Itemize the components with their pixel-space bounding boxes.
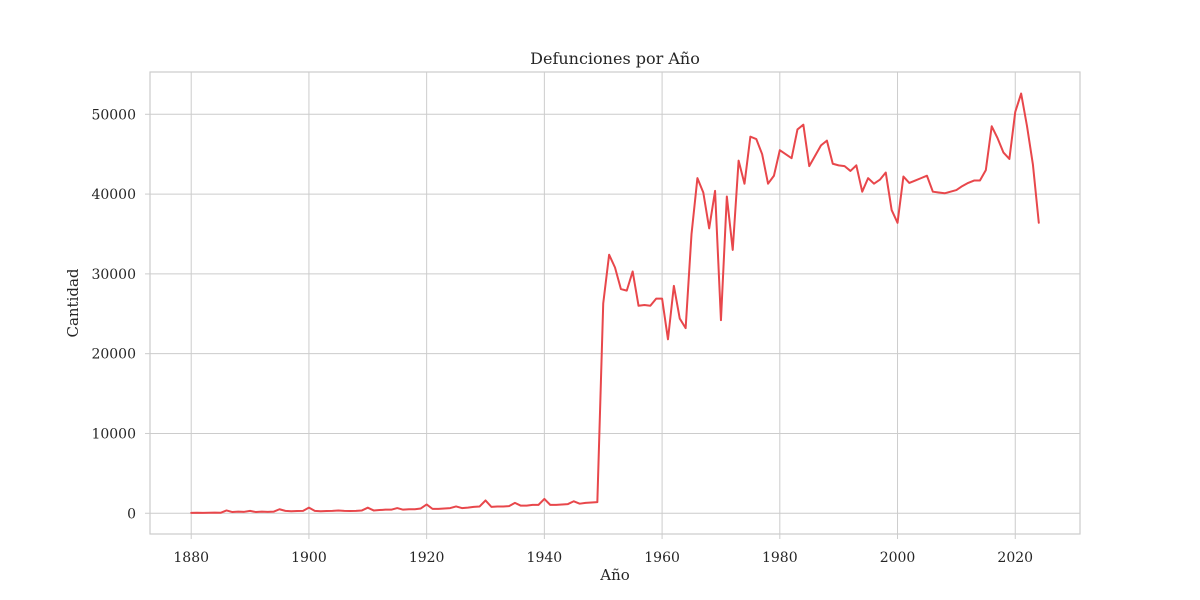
x-tick-label: 1960: [644, 550, 680, 566]
y-gridlines: [145, 113, 1080, 514]
x-tick-label: 1920: [409, 550, 445, 566]
y-tick-label: 20000: [91, 347, 136, 363]
x-tick-label: 1880: [173, 550, 209, 566]
y-tick-label: 50000: [91, 107, 136, 123]
y-tick-label: 40000: [91, 187, 136, 203]
x-tick-label: 1940: [527, 550, 563, 566]
y-tick-label: 10000: [91, 426, 136, 442]
series-line-defunciones: [190, 92, 1040, 514]
chart-title: Defunciones por Año: [530, 49, 700, 68]
x-tick-label: 1980: [762, 550, 798, 566]
y-tick-label: 0: [127, 506, 136, 522]
x-tick-label: 2000: [880, 550, 916, 566]
y-tick-label: 30000: [91, 267, 136, 283]
x-tick-label: 2020: [997, 550, 1033, 566]
y-tick-labels: 0 10000 20000 30000 40000 50000: [91, 107, 136, 522]
x-tick-label: 1900: [291, 550, 327, 566]
x-tick-labels: 1880 1900 1920 1940 1960 1980 2000 2020: [173, 550, 1033, 566]
y-axis-label: Cantidad: [64, 268, 82, 337]
plot-frame: [149, 71, 1081, 535]
x-axis-label: Año: [599, 566, 630, 584]
